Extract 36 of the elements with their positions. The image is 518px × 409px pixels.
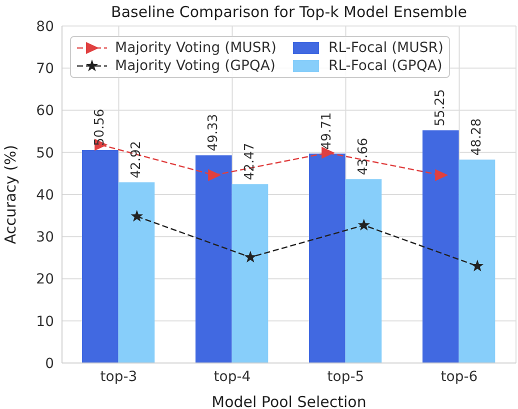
x-tick-label: top-4 — [214, 368, 251, 385]
bar — [458, 160, 496, 363]
y-tick-label: 80 — [36, 18, 54, 35]
x-tick-label: top-6 — [440, 368, 478, 385]
y-tick-label: 60 — [36, 103, 54, 120]
data-label: 55.25 — [433, 89, 448, 126]
y-tick-label: 10 — [36, 314, 54, 330]
data-label: 43.66 — [356, 138, 371, 176]
data-label: 42.92 — [128, 140, 144, 178]
y-tick-label: 70 — [36, 61, 54, 78]
bar — [196, 155, 232, 363]
chart-title: Baseline Comparison for Top-k Model Ensemble — [111, 3, 467, 21]
data-label: 42.47 — [242, 142, 258, 180]
legend-label: Majority Voting (GPQA) — [115, 58, 276, 74]
data-label: 50.56 — [92, 108, 108, 146]
legend-label: RL-Focal (MUSR) — [328, 40, 444, 56]
bar — [422, 130, 459, 363]
y-tick-label: 30 — [36, 230, 54, 246]
bar — [309, 154, 346, 363]
bar — [345, 179, 382, 363]
legend-label: RL-Focal (GPQA) — [328, 58, 442, 74]
legend-label: Majority Voting (MUSR) — [115, 40, 276, 56]
data-label: 48.28 — [469, 118, 484, 156]
bar — [82, 150, 118, 363]
x-tick-label: top-3 — [100, 368, 138, 385]
bar — [232, 184, 268, 363]
y-tick-label: 50 — [36, 145, 54, 162]
data-label: 49.33 — [206, 114, 222, 152]
bar — [118, 182, 155, 363]
x-tick-label: top-5 — [327, 368, 364, 385]
data-label: 49.71 — [320, 112, 335, 150]
y-tick-label: 40 — [36, 187, 54, 204]
x-axis-title: Model Pool Selection — [212, 393, 366, 409]
y-tick-label: 20 — [36, 272, 54, 288]
y-tick-label: 0 — [45, 356, 54, 372]
y-axis-title: Accuracy (%) — [1, 144, 20, 244]
